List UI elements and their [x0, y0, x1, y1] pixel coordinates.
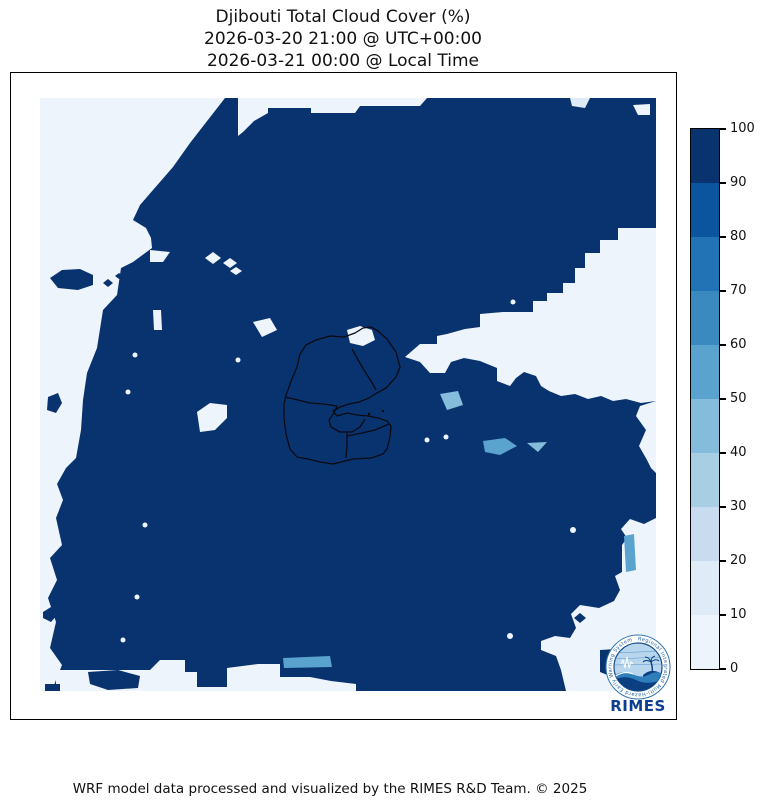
cloud-speck [235, 357, 241, 363]
cloud-region [624, 534, 636, 572]
colorbar-segment [691, 345, 719, 399]
cloud-region [63, 506, 75, 518]
seismograph-icon [620, 656, 634, 669]
cloud-region [527, 442, 547, 452]
palm-tree-icon [650, 661, 654, 674]
cloud-region [570, 98, 590, 108]
colorbar-tick [720, 290, 726, 292]
colorbar-tick [720, 668, 726, 670]
island-dot [381, 409, 385, 413]
chart-title: Djibouti Total Cloud Cover (%) [215, 7, 471, 27]
cloud-region [45, 684, 60, 691]
colorbar-tick-label: 100 [730, 121, 755, 136]
colorbar-segment [691, 399, 719, 453]
cloud-speck [132, 352, 138, 358]
cloud-speck [125, 389, 131, 395]
colorbar-tick [720, 236, 726, 238]
djibouti-boundary [328, 405, 366, 433]
cloud-region [347, 326, 375, 346]
cloud-speck [134, 594, 140, 600]
colorbar-tick-label: 50 [730, 391, 747, 406]
cloud-cover-map [40, 98, 656, 691]
cloud-region [574, 613, 586, 623]
cloud-region [88, 670, 140, 690]
colorbar-segment [691, 453, 719, 507]
cloud-region [223, 258, 237, 268]
colorbar-segment [691, 291, 719, 345]
colorbar-segment [691, 561, 719, 615]
island-dot [367, 412, 371, 416]
djibouti-boundary [346, 423, 390, 437]
colorbar-tick-label: 0 [730, 661, 739, 676]
colorbar-segments [691, 129, 719, 669]
cloud-region [283, 656, 332, 668]
colorbar-tick [720, 614, 726, 616]
djibouti-boundary [345, 432, 348, 459]
colorbar-tick-label: 60 [730, 337, 747, 352]
colorbar: 0 10 20 30 40 50 60 70 80 90 100 [690, 121, 755, 676]
cloud-region [483, 438, 517, 455]
djibouti-boundary [351, 348, 377, 391]
cloud-region [150, 250, 170, 262]
cloud-region [440, 391, 463, 410]
colorbar-tick [720, 506, 726, 508]
cloud-region [50, 269, 93, 290]
cloud-speck [507, 633, 513, 639]
colorbar-segment [691, 615, 719, 669]
colorbar-tick-label: 10 [730, 607, 747, 622]
cloud-region [238, 98, 427, 136]
cloud-speck [120, 637, 126, 643]
cloud-region [230, 267, 242, 275]
cloud-speck [424, 437, 430, 443]
colorbar-tick [720, 128, 726, 130]
cloud-region [153, 310, 162, 330]
cloud-region [40, 98, 225, 691]
colorbar-tick [720, 560, 726, 562]
colorbar-tick [720, 398, 726, 400]
title-block: Djibouti Total Cloud Cover (%) 2026-03-2… [0, 6, 686, 72]
colorbar-tick-label: 70 [730, 283, 747, 298]
cloud-region [47, 393, 62, 413]
colorbar-tick-label: 20 [730, 553, 747, 568]
colorbar-segment [691, 129, 719, 183]
cloud-region [253, 318, 277, 337]
cloud-region [636, 401, 656, 473]
colorbar-tick-label: 40 [730, 445, 747, 460]
cloud-region [115, 273, 123, 279]
cloud-region [103, 279, 113, 287]
colorbar-tick [720, 344, 726, 346]
colorbar-segment [691, 237, 719, 291]
footer-credit: WRF model data processed and visualized … [72, 781, 588, 797]
colorbar-tick [720, 452, 726, 454]
cloud-region [124, 266, 132, 272]
cloud-speck [142, 522, 148, 528]
djibouti-boundary [283, 326, 401, 465]
colorbar-tick [720, 182, 726, 184]
colorbar-segment [691, 507, 719, 561]
cloud-region [205, 252, 221, 264]
cloud-region [197, 403, 227, 432]
colorbar-tick-label: 80 [730, 229, 747, 244]
cloud-speck [510, 299, 516, 305]
subtitle-local: 2026-03-21 00:00 @ Local Time [206, 51, 480, 71]
cloud-region [43, 607, 58, 622]
rimes-logo: Regional Integrated Multi-Hazard Early W… [601, 631, 675, 715]
cloud-region [405, 228, 656, 403]
cloud-speck [570, 527, 576, 533]
cloud-speck [443, 434, 449, 440]
subtitle-utc: 2026-03-20 21:00 @ UTC+00:00 [204, 29, 482, 49]
logo-wordmark: RIMES [610, 697, 666, 715]
colorbar-tick-label: 90 [730, 175, 747, 190]
colorbar-segment [691, 183, 719, 237]
colorbar-tick-label: 30 [730, 499, 747, 514]
djibouti-boundary [284, 396, 338, 407]
cloud-region [633, 104, 650, 115]
